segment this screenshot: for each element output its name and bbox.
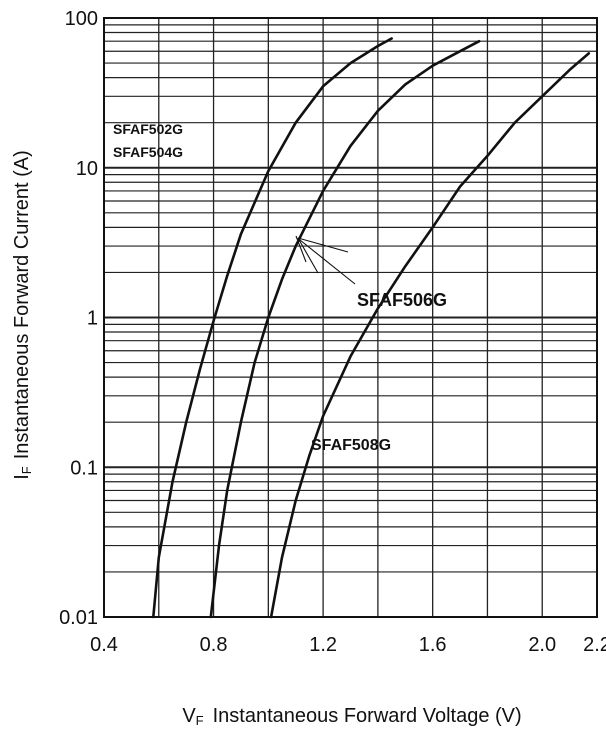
series-label-sfaf504g: SFAF504G (113, 144, 183, 160)
y-tick-label: 10 (76, 158, 98, 180)
x-tick-label: 0.4 (90, 634, 118, 656)
x-tick-label: 2.0 (528, 634, 556, 656)
tick-labels: 0.4 0.8 1.2 1.6 2.0 2.2 0.01 0.1 1 10 100 (59, 8, 606, 656)
series-line-1 (152, 37, 393, 619)
series-group (152, 37, 591, 619)
x-axis-title: VF Instantaneous Forward Voltage (V) (182, 705, 521, 728)
x-axis-subscript: F (196, 713, 204, 728)
series-label-sfaf508g: SFAF508G (311, 437, 391, 454)
y-tick-label: 1 (87, 308, 98, 330)
series-line-2 (209, 39, 481, 619)
x-tick-label: 0.8 (200, 634, 228, 656)
leader-line (295, 235, 307, 263)
y-tick-label: 0.1 (70, 457, 98, 479)
leader-line (297, 237, 349, 253)
leader-line (297, 237, 319, 274)
x-tick-label: 2.2 (583, 634, 606, 656)
annotation-group (295, 235, 356, 285)
x-tick-label: 1.6 (419, 634, 447, 656)
y-tick-label: 100 (65, 8, 98, 30)
y-axis-subscript: F (19, 466, 34, 474)
series-line-3 (269, 52, 591, 619)
plot-frame (103, 17, 598, 618)
y-tick-label: 0.01 (59, 607, 98, 629)
grid (103, 17, 598, 618)
y-axis-title: IF Instantaneous Forward Current (A) (11, 150, 34, 480)
x-axis-symbol: V (182, 705, 196, 727)
y-axis-label-text: Instantaneous Forward Current (A) (11, 150, 33, 459)
leader-line (299, 239, 356, 285)
x-axis-label-text: Instantaneous Forward Voltage (V) (213, 705, 522, 727)
y-axis-symbol: I (11, 474, 33, 480)
series-label-sfaf502g: SFAF502G (113, 121, 183, 137)
series-label-sfaf506g: SFAF506G (357, 290, 447, 310)
x-tick-label: 1.2 (309, 634, 337, 656)
